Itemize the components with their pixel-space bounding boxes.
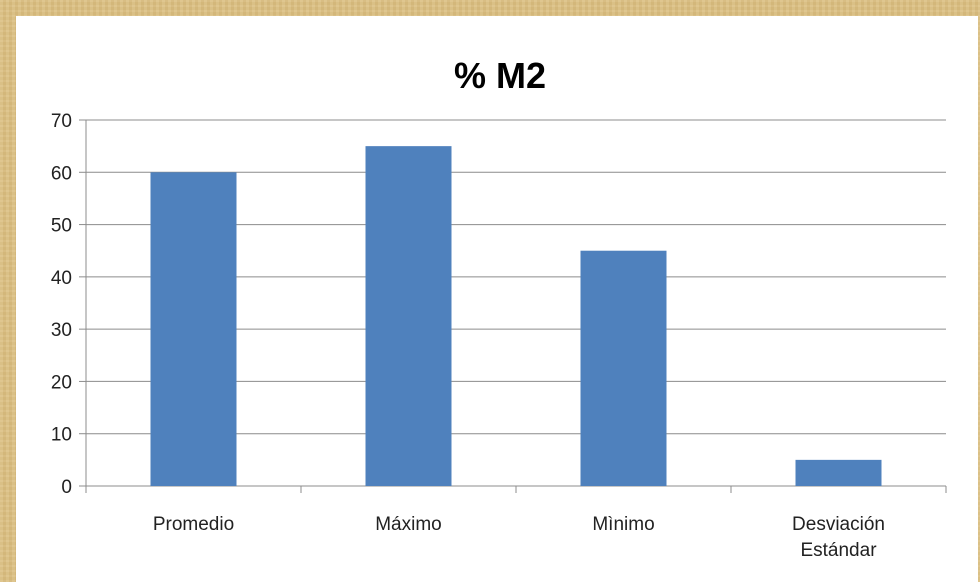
bar-3 [795,459,882,486]
y-tick-label: 0 [61,477,72,498]
x-category-label: Promedio [153,514,234,535]
bar-1 [365,146,452,486]
bar-chart: % M2 0 10 20 30 40 50 60 70 Promedio Máximo Mìnimo… [51,55,947,561]
y-tick-label: 20 [51,372,72,393]
bar-0 [150,172,237,487]
x-category-label: Estándar [800,540,877,561]
x-category-label: Desviación [792,514,885,535]
labels: 0 10 20 30 40 50 60 70 Promedio Máximo Mìnimo Desvi… [51,111,885,561]
x-category-label: Máximo [375,514,442,535]
bars [150,146,882,487]
y-tick-label: 40 [51,268,72,289]
y-tick-label: 30 [51,320,72,341]
x-category-label: Mìnimo [592,514,654,535]
y-tick-label: 10 [51,425,72,446]
chart-panel: % M2 0 10 20 30 40 50 60 70 Promedio Máximo Mìnimo… [16,16,978,582]
chart-title: % M2 [454,55,546,96]
y-tick-label: 50 [51,216,72,237]
y-tick-label: 60 [51,163,72,184]
bar-2 [580,250,667,486]
y-tick-label: 70 [51,111,72,132]
